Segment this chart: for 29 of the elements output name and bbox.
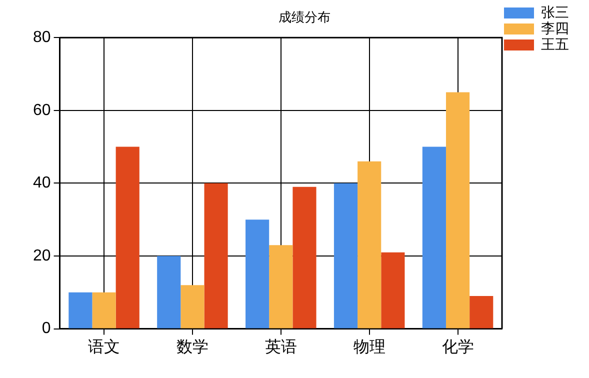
bar xyxy=(381,252,405,328)
legend-label: 李四 xyxy=(541,20,569,36)
y-tick-label: 60 xyxy=(33,102,51,119)
x-tick-label: 英语 xyxy=(264,338,297,356)
bar xyxy=(157,256,181,328)
bar xyxy=(204,183,228,328)
bar xyxy=(334,183,358,328)
bar xyxy=(92,292,116,328)
y-tick-label: 0 xyxy=(42,320,51,338)
bar xyxy=(68,292,92,328)
y-tick-label: 20 xyxy=(33,247,51,264)
y-tick-label: 80 xyxy=(33,29,51,46)
bar xyxy=(269,245,293,328)
legend-label: 王五 xyxy=(541,36,569,52)
bar xyxy=(246,220,270,328)
bar xyxy=(116,146,140,328)
bar xyxy=(422,146,446,328)
x-tick-label: 化学 xyxy=(442,338,474,356)
x-tick-label: 物理 xyxy=(353,338,386,356)
chart-title: 成绩分布 xyxy=(278,9,330,24)
x-tick-label: 语文 xyxy=(88,338,120,356)
legend-label: 张三 xyxy=(541,4,569,20)
x-tick-label: 数学 xyxy=(176,338,208,356)
bar xyxy=(292,186,316,328)
bar xyxy=(470,296,494,328)
bar xyxy=(358,161,382,328)
y-tick-label: 40 xyxy=(33,174,51,192)
bar xyxy=(180,285,204,328)
bar xyxy=(446,92,470,328)
